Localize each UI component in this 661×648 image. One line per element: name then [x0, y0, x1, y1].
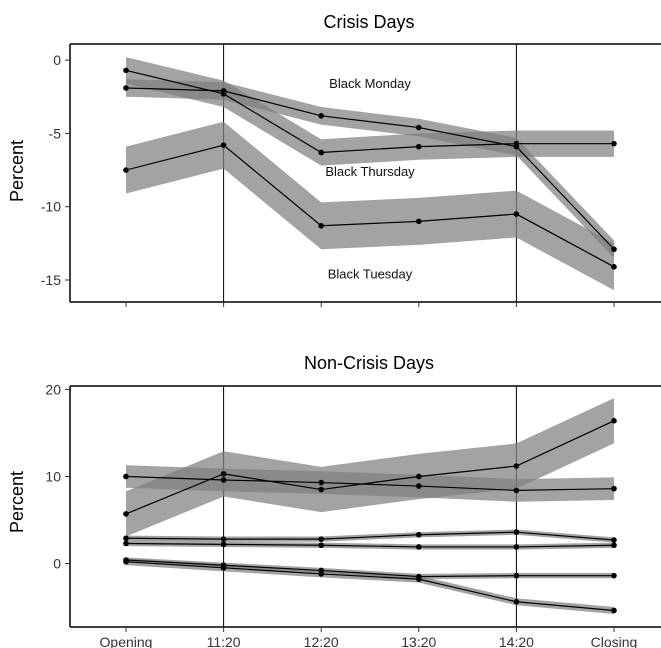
data-point: [123, 85, 129, 91]
data-point: [611, 485, 617, 492]
y-tick-label: -15: [41, 272, 61, 288]
non-crisis-days-title: Non-Crisis Days: [304, 353, 434, 373]
series-line: [125, 475, 615, 492]
data-point: [513, 143, 520, 150]
data-point: [513, 211, 520, 217]
y-tick-label: 10: [45, 468, 61, 484]
data-point: [611, 542, 617, 549]
data-point: [318, 222, 325, 229]
y-tick-label: -5: [49, 125, 62, 141]
series-annotation-label: Black Monday: [329, 76, 411, 91]
data-point: [318, 486, 325, 493]
data-point: [220, 565, 227, 571]
data-point: [318, 479, 325, 486]
data-point: [318, 113, 325, 119]
data-point: [416, 143, 422, 150]
data-point: [611, 607, 617, 614]
data-point: [123, 540, 129, 547]
data-point: [416, 124, 422, 131]
data-point: [611, 418, 617, 424]
non-crisis-days-panel: Non-Crisis Days Percent 20 10 0 Opening 11:2…: [7, 353, 661, 648]
data-point: [416, 576, 422, 582]
y-tick-label: 20: [45, 381, 61, 397]
series-line: [125, 561, 615, 612]
confidence-band: [126, 540, 614, 550]
data-point: [220, 477, 227, 483]
data-point: [416, 544, 422, 550]
data-point: [318, 149, 325, 156]
series-annotation-label: Black Tuesday: [328, 267, 413, 282]
data-point: [611, 537, 617, 543]
data-point: [123, 67, 129, 74]
series-line: [125, 542, 615, 548]
series-line: [125, 420, 615, 515]
non-crisis-days-y-axis-label: Percent: [7, 471, 27, 533]
data-point: [611, 140, 617, 147]
data-point: [416, 473, 422, 480]
data-point: [513, 487, 520, 494]
y-tick-label: 0: [53, 52, 61, 68]
x-tick-label: Opening: [100, 634, 153, 648]
crisis-days-title: Crisis Days: [323, 12, 414, 32]
data-point: [318, 542, 325, 549]
data-point: [513, 529, 520, 535]
data-point: [416, 531, 422, 538]
data-point: [513, 598, 520, 605]
data-point: [220, 471, 227, 477]
confidence-band: [126, 121, 614, 291]
x-tick-label: 12:20: [304, 634, 339, 648]
data-point: [123, 511, 129, 517]
series-line: [125, 559, 614, 578]
data-point: [611, 264, 617, 270]
data-point: [318, 536, 325, 542]
data-point: [220, 142, 227, 148]
y-tick-label: -10: [41, 199, 61, 215]
data-point: [611, 572, 617, 579]
data-point: [416, 218, 422, 225]
data-point: [611, 246, 617, 253]
series-annotation-label: Black Thursday: [325, 164, 415, 179]
confidence-band: [126, 79, 614, 259]
crisis-days-panel: Crisis Days Percent 0 -5 -10 -15 Black Monda…: [7, 12, 661, 307]
data-point: [220, 541, 227, 548]
series-line: [125, 531, 615, 541]
data-point: [220, 536, 227, 542]
data-point: [123, 167, 129, 173]
confidence-band: [126, 529, 614, 543]
data-point: [318, 571, 325, 577]
data-point: [416, 483, 422, 489]
series-line: [125, 144, 615, 268]
data-point: [220, 88, 227, 94]
x-tick-label: 11:20: [207, 634, 241, 648]
data-point: [123, 558, 129, 565]
confidence-band: [126, 557, 614, 580]
x-tick-label: 14:20: [499, 634, 534, 648]
confidence-band: [126, 558, 614, 614]
confidence-band: [126, 398, 614, 537]
data-point: [513, 463, 520, 469]
y-tick-label: 0: [53, 555, 61, 571]
x-tick-label: Closing: [591, 634, 638, 648]
data-point: [123, 473, 129, 480]
data-point: [123, 535, 129, 542]
x-tick-label: 13:20: [401, 634, 436, 648]
data-point: [513, 544, 520, 550]
crisis-days-y-axis-label: Percent: [7, 140, 27, 202]
data-point: [513, 572, 520, 579]
series-line: [125, 87, 615, 250]
